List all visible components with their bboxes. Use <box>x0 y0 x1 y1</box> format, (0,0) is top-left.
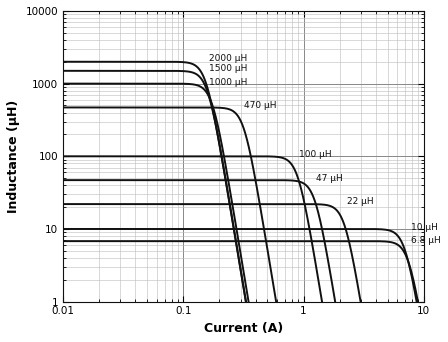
Text: 10 μH: 10 μH <box>411 223 438 232</box>
X-axis label: Current (A): Current (A) <box>204 322 283 335</box>
Y-axis label: Inductance (μH): Inductance (μH) <box>7 100 20 213</box>
Text: 470 μH: 470 μH <box>244 101 276 110</box>
Text: 22 μH: 22 μH <box>347 197 374 207</box>
Text: 1000 μH: 1000 μH <box>209 78 248 87</box>
Text: 2000 μH: 2000 μH <box>209 54 248 63</box>
Text: 100 μH: 100 μH <box>299 150 332 159</box>
Text: 47 μH: 47 μH <box>316 174 343 183</box>
Text: 6.8 μH: 6.8 μH <box>411 236 440 245</box>
Text: 1500 μH: 1500 μH <box>209 64 248 73</box>
